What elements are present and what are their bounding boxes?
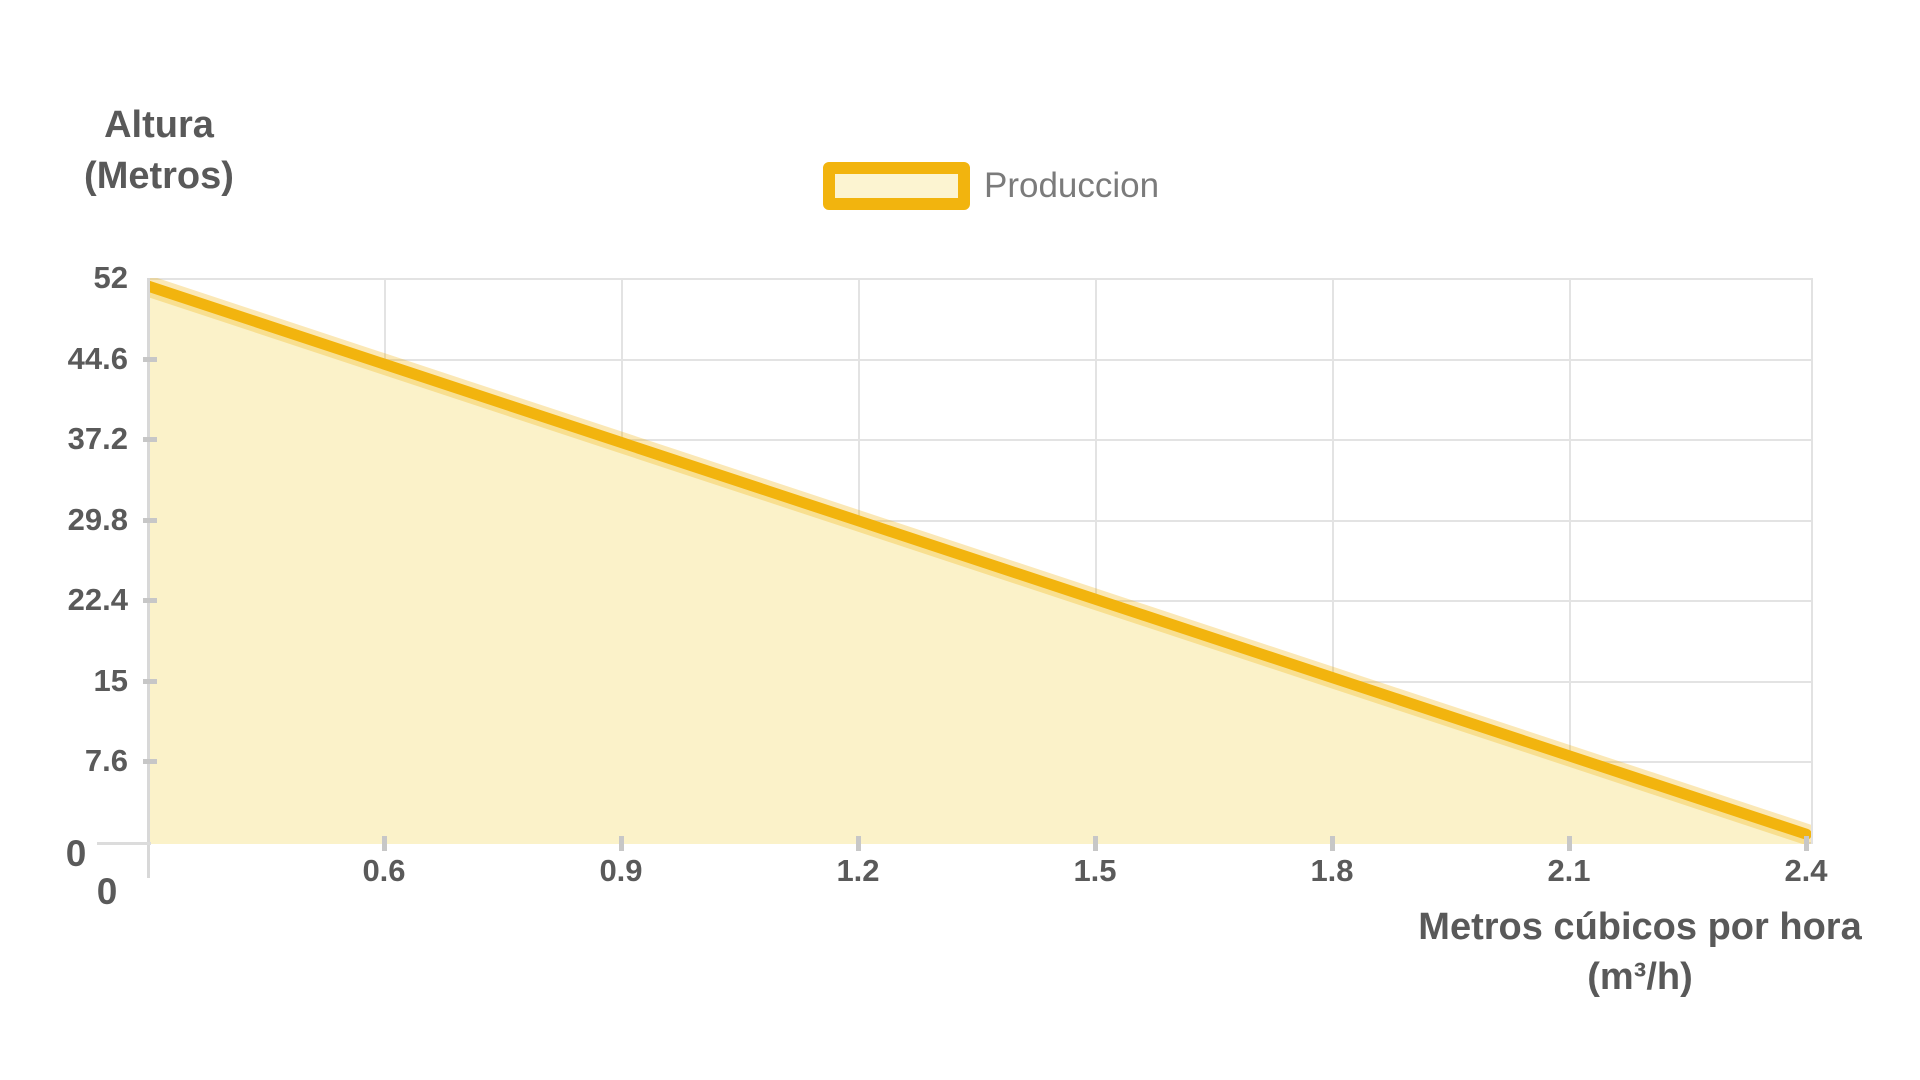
y-axis-title-line2: (Metros)	[84, 155, 234, 197]
produccion-area-fill	[150, 286, 1807, 844]
x-tick-label: 1.2	[836, 853, 880, 888]
x-tick-mark	[382, 836, 387, 851]
y-axis-title-line1: Altura	[104, 104, 214, 146]
y-tick-mark	[143, 357, 157, 362]
x-tick-mark	[619, 836, 624, 851]
y-axis-title: Altura (Metros)	[58, 100, 260, 202]
produccion-line-glow	[150, 278, 1811, 844]
v-gridline	[621, 278, 623, 844]
x-tick-mark	[1567, 836, 1572, 851]
x-axis-zero-label: 0	[96, 871, 118, 912]
y-tick-mark	[143, 679, 157, 684]
x-tick-label: 1.5	[1073, 853, 1117, 888]
x-tick-mark	[1804, 836, 1809, 851]
legend-label: Produccion	[984, 166, 1160, 205]
x-tick-mark	[1093, 836, 1098, 851]
h-gridline	[150, 761, 1811, 764]
y-tick-label: 7.6	[84, 743, 128, 778]
y-tick-label: 22.4	[67, 582, 128, 617]
y-axis-line	[147, 278, 150, 878]
h-gridline	[150, 519, 1811, 522]
x-axis-title: Metros cúbicos por hora (m³/h)	[1340, 902, 1920, 1002]
x-tick-label: 0.6	[362, 853, 406, 888]
h-gridline	[150, 600, 1811, 603]
x-tick-mark	[1330, 836, 1335, 851]
y-axis-zero-label: 0	[65, 833, 87, 874]
h-gridline	[150, 278, 1811, 280]
x-tick-label: 1.8	[1310, 853, 1354, 888]
v-gridline	[1095, 278, 1097, 844]
legend-swatch-icon	[823, 162, 970, 210]
zero-baseline-extension	[97, 842, 151, 845]
v-gridline	[858, 278, 860, 844]
produccion-line	[150, 280, 1811, 840]
plot-area	[150, 278, 1813, 844]
y-tick-mark	[143, 437, 157, 442]
y-tick-label: 52	[93, 260, 128, 295]
y-tick-label: 29.8	[67, 502, 128, 537]
y-tick-label: 44.6	[67, 341, 128, 376]
x-tick-label: 2.1	[1547, 853, 1591, 888]
y-tick-mark	[143, 518, 157, 523]
v-gridline	[1332, 278, 1334, 844]
v-gridline	[384, 278, 386, 844]
x-tick-label: 0.9	[599, 853, 643, 888]
y-tick-mark	[143, 598, 157, 603]
h-gridline	[150, 439, 1811, 442]
x-tick-label: 2.4	[1784, 853, 1828, 888]
y-tick-mark	[143, 759, 157, 764]
produccion-area-chart	[150, 278, 1811, 844]
y-tick-label: 37.2	[67, 421, 128, 456]
v-gridline	[1569, 278, 1571, 844]
h-gridline	[150, 358, 1811, 361]
x-tick-mark	[856, 836, 861, 851]
x-axis-title-line1: Metros cúbicos por hora	[1418, 906, 1862, 948]
h-gridline	[150, 842, 1811, 844]
x-axis-title-line2: (m³/h)	[1587, 956, 1693, 998]
h-gridline	[150, 680, 1811, 683]
legend: Produccion	[823, 162, 1159, 210]
y-tick-label: 15	[93, 663, 128, 698]
